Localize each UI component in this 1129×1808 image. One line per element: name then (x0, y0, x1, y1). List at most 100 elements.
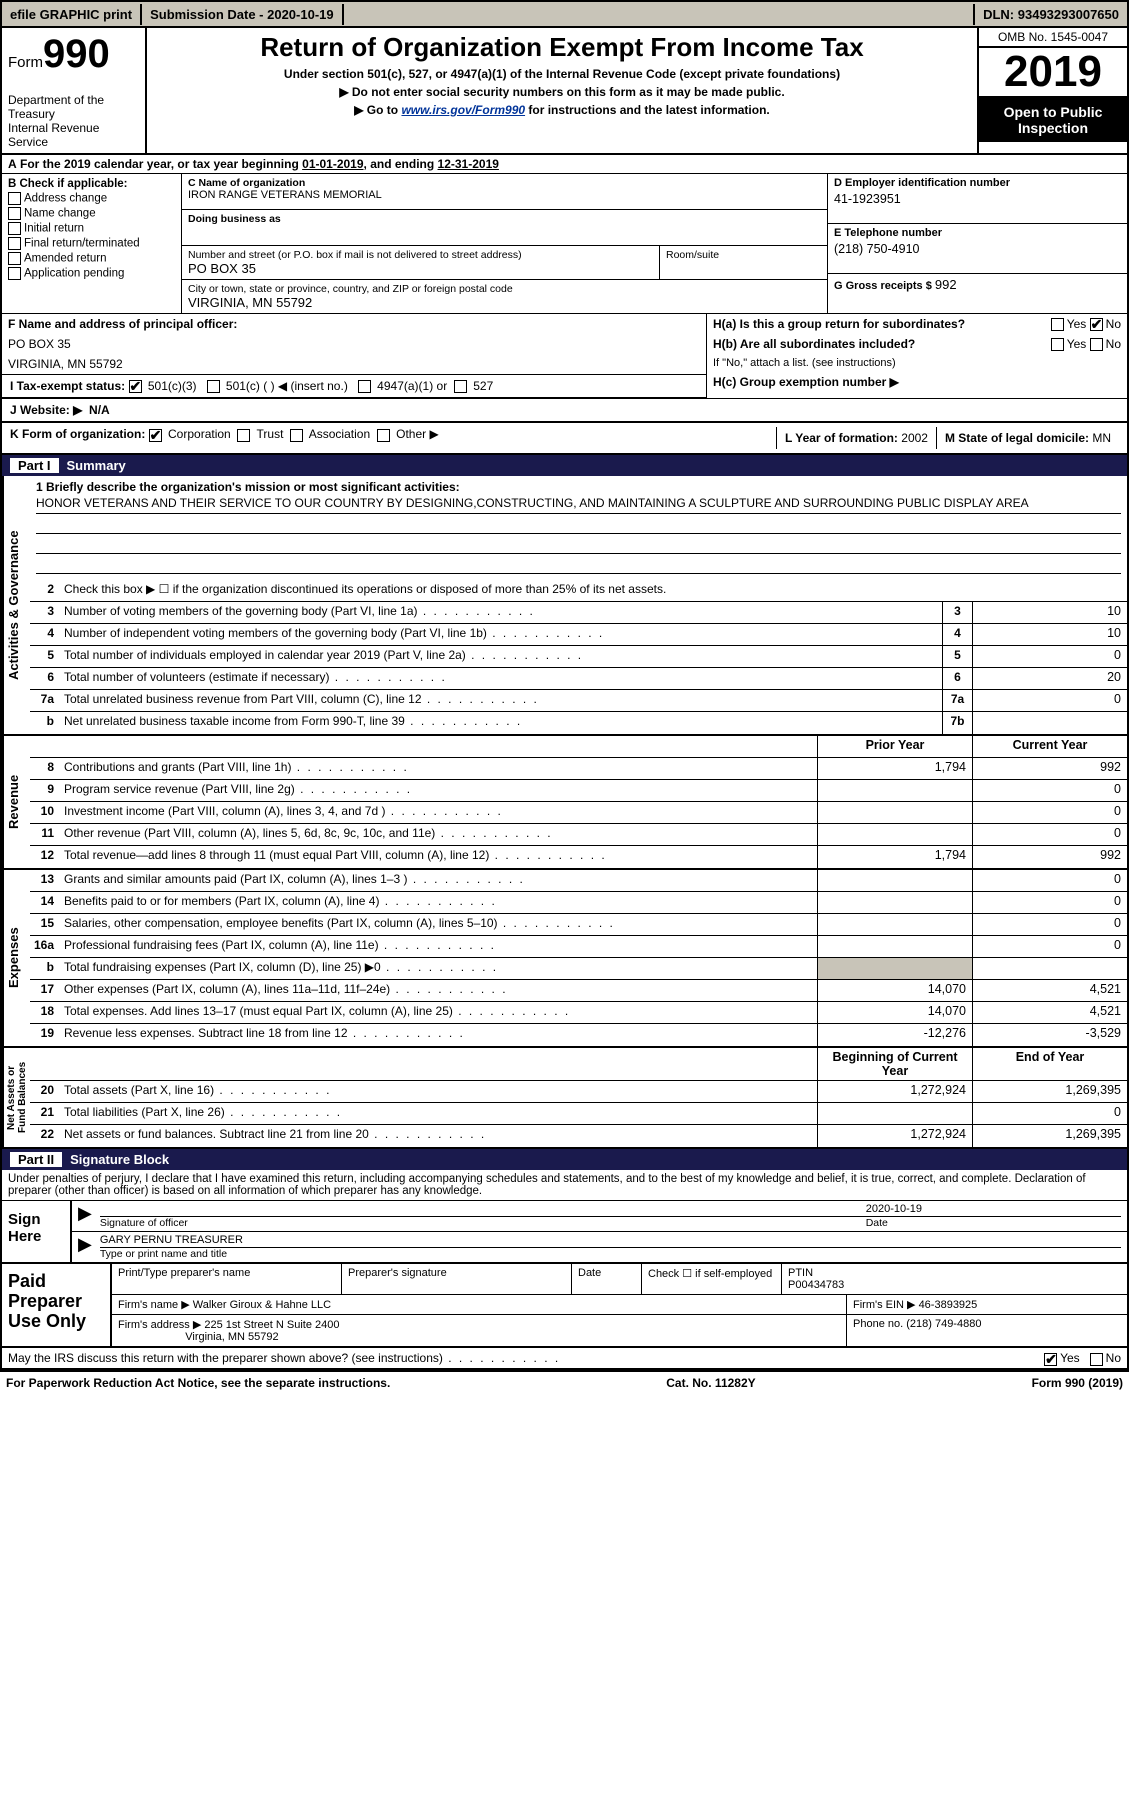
address-row: Number and street (or P.O. box if mail i… (182, 246, 827, 280)
section-i: I Tax-exempt status: 501(c)(3) 501(c) ( … (2, 374, 706, 398)
h-b: H(b) Are all subordinates included? Yes … (707, 334, 1127, 354)
line-5: 5 Total number of individuals employed i… (30, 646, 1127, 668)
line-3: 3 Number of voting members of the govern… (30, 602, 1127, 624)
cb-4947[interactable] (358, 380, 371, 393)
vtab-expenses: Expenses (2, 870, 30, 1046)
line-21: 21 Total liabilities (Part X, line 26) 0 (30, 1103, 1127, 1125)
dept-label: Department of the Treasury Internal Reve… (8, 93, 139, 149)
section-m: M State of legal domicile: MN (936, 427, 1119, 449)
org-name-box: C Name of organization IRON RANGE VETERA… (182, 174, 827, 210)
submission-date: Submission Date - 2020-10-19 (142, 4, 344, 25)
h-c: H(c) Group exemption number ▶ (707, 372, 1127, 392)
cb-other[interactable] (377, 429, 390, 442)
paid-row-2: Firm's name ▶ Walker Giroux & Hahne LLC … (112, 1295, 1127, 1315)
line-2: 2Check this box ▶ ☐ if the organization … (30, 580, 1127, 602)
line-11: 11 Other revenue (Part VIII, column (A),… (30, 824, 1127, 846)
dln: DLN: 93493293007650 (973, 4, 1127, 25)
na-header-row: Beginning of Current Year End of Year (30, 1048, 1127, 1081)
discuss-row: May the IRS discuss this return with the… (2, 1348, 1127, 1370)
subtitle-1: Under section 501(c), 527, or 4947(a)(1)… (155, 67, 969, 81)
form-header: Form990 Department of the Treasury Inter… (2, 28, 1127, 155)
cb-trust[interactable] (237, 429, 250, 442)
irs-link[interactable]: www.irs.gov/Form990 (401, 103, 525, 117)
subtitle-3: ▶ Go to www.irs.gov/Form990 for instruct… (155, 103, 969, 117)
rev-header-row: Prior Year Current Year (30, 736, 1127, 758)
topbar: efile GRAPHIC print Submission Date - 20… (2, 2, 1127, 28)
form-title: Return of Organization Exempt From Incom… (155, 32, 969, 63)
cb-527[interactable] (454, 380, 467, 393)
open-to-public: Open to Public Inspection (979, 98, 1127, 142)
gross-receipts: G Gross receipts $ 992 (828, 274, 1127, 295)
line-9: 9 Program service revenue (Part VIII, li… (30, 780, 1127, 802)
line-19: 19 Revenue less expenses. Subtract line … (30, 1024, 1127, 1046)
line-20: 20 Total assets (Part X, line 16) 1,272,… (30, 1081, 1127, 1103)
cb-amended[interactable]: Amended return (8, 252, 175, 265)
cb-501c3[interactable] (129, 380, 142, 393)
header-mid: Return of Organization Exempt From Incom… (147, 28, 977, 153)
header-left: Form990 Department of the Treasury Inter… (2, 28, 147, 153)
room-suite: Room/suite (660, 246, 827, 280)
vtab-netassets: Net Assets or Fund Balances (2, 1048, 30, 1147)
line-14: 14 Benefits paid to or for members (Part… (30, 892, 1127, 914)
line-b: b Net unrelated business taxable income … (30, 712, 1127, 734)
signature-declaration: Under penalties of perjury, I declare th… (2, 1170, 1127, 1201)
expenses-section: Expenses 13 Grants and similar amounts p… (2, 870, 1127, 1048)
paid-preparer-block: Paid Preparer Use Only Print/Type prepar… (2, 1264, 1127, 1348)
mission-block: 1 Briefly describe the organization's mi… (30, 476, 1127, 580)
sig-officer-row: ▶ Signature of officer 2020-10-19Date (72, 1201, 1127, 1232)
tax-year: 2019 (979, 48, 1127, 98)
form-container: efile GRAPHIC print Submission Date - 20… (0, 0, 1129, 1372)
section-klm: K Form of organization: Corporation Trus… (2, 423, 1127, 455)
cb-name-change[interactable]: Name change (8, 207, 175, 220)
line-8: 8 Contributions and grants (Part VIII, l… (30, 758, 1127, 780)
line-18: 18 Total expenses. Add lines 13–17 (must… (30, 1002, 1127, 1024)
cb-address-change[interactable]: Address change (8, 192, 175, 205)
line-7a: 7a Total unrelated business revenue from… (30, 690, 1127, 712)
section-a: A For the 2019 calendar year, or tax yea… (2, 155, 1127, 174)
line-16a: 16a Professional fundraising fees (Part … (30, 936, 1127, 958)
arrow-icon: ▶ (78, 1234, 92, 1260)
section-bcdeg: B Check if applicable: Address change Na… (2, 174, 1127, 313)
cb-501c[interactable] (207, 380, 220, 393)
paid-row-1: Print/Type preparer's name Preparer's si… (112, 1264, 1127, 1295)
efile-label[interactable]: efile GRAPHIC print (2, 4, 142, 25)
phone-box: E Telephone number (218) 750-4910 (828, 224, 1127, 274)
part2-header: Part II Signature Block (2, 1149, 1127, 1170)
section-c: C Name of organization IRON RANGE VETERA… (182, 174, 827, 313)
city-state-zip: City or town, state or province, country… (182, 280, 827, 313)
section-fh: F Name and address of principal officer:… (2, 313, 1127, 399)
vtab-revenue: Revenue (2, 736, 30, 868)
activities-governance: Activities & Governance 1 Briefly descri… (2, 476, 1127, 736)
paid-row-3: Firm's address ▶ 225 1st Street N Suite … (112, 1315, 1127, 1346)
section-f: F Name and address of principal officer:… (2, 314, 707, 398)
page-footer: For Paperwork Reduction Act Notice, see … (0, 1372, 1129, 1394)
line-b: b Total fundraising expenses (Part IX, c… (30, 958, 1127, 980)
section-k: K Form of organization: Corporation Trus… (10, 427, 776, 449)
line-4: 4 Number of independent voting members o… (30, 624, 1127, 646)
line-6: 6 Total number of volunteers (estimate i… (30, 668, 1127, 690)
h-a: H(a) Is this a group return for subordin… (707, 314, 1127, 334)
dba-box: Doing business as (182, 210, 827, 246)
line-13: 13 Grants and similar amounts paid (Part… (30, 870, 1127, 892)
sign-here-label: Sign Here (2, 1201, 72, 1262)
line-12: 12 Total revenue—add lines 8 through 11 … (30, 846, 1127, 868)
header-right: OMB No. 1545-0047 2019 Open to Public In… (977, 28, 1127, 153)
part1-header: Part I Summary (2, 455, 1127, 476)
cb-assoc[interactable] (290, 429, 303, 442)
revenue-section: Revenue Prior Year Current Year 8 Contri… (2, 736, 1127, 870)
cb-app-pending[interactable]: Application pending (8, 267, 175, 280)
line-10: 10 Investment income (Part VIII, column … (30, 802, 1127, 824)
section-h: H(a) Is this a group return for subordin… (707, 314, 1127, 398)
vtab-governance: Activities & Governance (2, 476, 30, 734)
cb-initial-return[interactable]: Initial return (8, 222, 175, 235)
cb-discuss-yes[interactable] (1044, 1353, 1057, 1366)
cb-final-return[interactable]: Final return/terminated (8, 237, 175, 250)
paid-preparer-label: Paid Preparer Use Only (2, 1264, 112, 1346)
section-b: B Check if applicable: Address change Na… (2, 174, 182, 313)
subtitle-2: ▶ Do not enter social security numbers o… (155, 85, 969, 99)
cb-discuss-no[interactable] (1090, 1353, 1103, 1366)
line-22: 22 Net assets or fund balances. Subtract… (30, 1125, 1127, 1147)
cb-corp[interactable] (149, 429, 162, 442)
arrow-icon: ▶ (78, 1203, 92, 1229)
omb-number: OMB No. 1545-0047 (979, 28, 1127, 48)
